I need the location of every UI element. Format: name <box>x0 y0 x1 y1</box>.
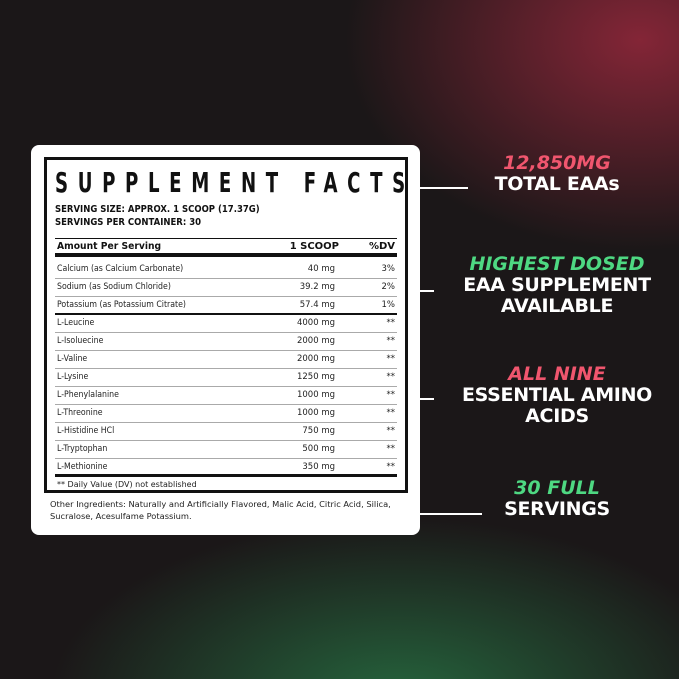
nutrient-name: L-Lysine <box>57 372 89 382</box>
callout-text: EAA SUPPLEMENT <box>463 274 651 296</box>
connector-line <box>420 513 482 515</box>
header-amount: Amount Per Serving <box>57 241 162 252</box>
nutrient-dv: ** <box>386 444 396 454</box>
callout: 12,850MG TOTAL EAAs <box>437 153 677 195</box>
callout-text: SERVINGS <box>504 498 610 520</box>
nutrient-row: L-Tryptophan 500 mg ** <box>55 441 397 459</box>
nutrient-row: L-Valine 2000 mg ** <box>55 351 397 369</box>
nutrient-name: L-Histidine HCl <box>57 426 115 436</box>
nutrient-row: L-Isoluecine 2000 mg ** <box>55 333 397 351</box>
nutrient-dv: ** <box>386 318 396 328</box>
nutrient-dv: ** <box>386 390 396 400</box>
callout-highlight: ALL NINE <box>508 363 606 385</box>
nutrient-amount: 1000 mg <box>296 390 335 400</box>
nutrient-dv: 3% <box>381 264 396 274</box>
callout-text: AVAILABLE <box>500 295 614 317</box>
connector-line <box>420 290 434 292</box>
nutrient-dv: ** <box>386 426 396 436</box>
nutrient-name: L-Tryptophan <box>57 444 108 454</box>
nutrient-name: Calcium (as Calcium Carbonate) <box>57 264 184 274</box>
facts-title: SUPPLEMENT FACTS <box>55 166 415 199</box>
nutrient-row: L-Leucine 4000 mg ** <box>55 315 397 333</box>
servings-per-container: SERVINGS PER CONTAINER: 30 <box>55 217 202 228</box>
nutrient-dv: ** <box>386 372 396 382</box>
nutrient-dv: ** <box>386 354 396 364</box>
nutrient-amount: 750 mg <box>302 426 335 436</box>
nutrient-dv: ** <box>386 408 396 418</box>
nutrient-dv: ** <box>386 462 396 472</box>
table-header: Amount Per Serving 1 SCOOP %DV <box>55 238 397 257</box>
nutrient-dv: 1% <box>381 300 396 310</box>
nutrient-name: Potassium (as Potassium Citrate) <box>57 300 186 310</box>
callout: 30 FULL SERVINGS <box>437 478 677 520</box>
nutrient-dv: 2% <box>381 282 396 292</box>
nutrient-row: L-Histidine HCl 750 mg ** <box>55 423 397 441</box>
nutrient-row: L-Phenylalanine 1000 mg ** <box>55 387 397 405</box>
connector-line <box>420 187 468 189</box>
nutrient-amount: 2000 mg <box>296 336 335 346</box>
nutrient-amount: 500 mg <box>302 444 335 454</box>
nutrient-dv: ** <box>386 336 396 346</box>
nutrient-amount: 1250 mg <box>296 372 335 382</box>
callout-highlight: 30 FULL <box>514 477 600 499</box>
facts-box: SUPPLEMENT FACTS SERVING SIZE: APPROX. 1… <box>44 157 408 493</box>
callout-text: ESSENTIAL AMINO <box>461 384 653 406</box>
nutrient-row: L-Threonine 1000 mg ** <box>55 405 397 423</box>
callout: HIGHEST DOSED EAA SUPPLEMENT AVAILABLE <box>437 254 677 317</box>
nutrient-amount: 350 mg <box>302 462 335 472</box>
callout-highlight: HIGHEST DOSED <box>469 253 645 275</box>
nutrient-amount: 1000 mg <box>296 408 335 418</box>
nutrient-amount: 39.2 mg <box>299 282 335 292</box>
nutrient-row: Sodium (as Sodium Chloride) 39.2 mg 2% <box>55 279 397 297</box>
header-scoop: 1 SCOOP <box>289 241 339 252</box>
callout-text: ACIDS <box>525 405 589 427</box>
nutrient-amount: 40 mg <box>307 264 335 274</box>
nutrient-name: Sodium (as Sodium Chloride) <box>57 282 171 292</box>
nutrient-amount: 57.4 mg <box>299 300 335 310</box>
connector-line <box>420 398 434 400</box>
serving-size: SERVING SIZE: APPROX. 1 SCOOP (17.37G) <box>55 204 260 215</box>
nutrient-name: L-Phenylalanine <box>57 390 119 400</box>
nutrient-row: Calcium (as Calcium Carbonate) 40 mg 3% <box>55 261 397 279</box>
supplement-facts-panel: SUPPLEMENT FACTS SERVING SIZE: APPROX. 1… <box>31 145 420 535</box>
nutrient-row: L-Methionine 350 mg ** <box>55 459 397 477</box>
nutrient-row: L-Lysine 1250 mg ** <box>55 369 397 387</box>
header-dv: %DV <box>368 241 395 252</box>
nutrient-amount: 4000 mg <box>296 318 335 328</box>
callout-text: TOTAL EAAs <box>494 173 620 195</box>
nutrient-amount: 2000 mg <box>296 354 335 364</box>
nutrient-name: L-Isoluecine <box>57 336 104 346</box>
nutrient-name: L-Methionine <box>57 462 108 472</box>
callout-highlight: 12,850MG <box>503 152 611 174</box>
nutrient-name: L-Leucine <box>57 318 95 328</box>
nutrient-row: Potassium (as Potassium Citrate) 57.4 mg 1… <box>55 297 397 315</box>
callout: ALL NINE ESSENTIAL AMINO ACIDS <box>437 364 677 427</box>
nutrient-name: L-Threonine <box>57 408 103 418</box>
footnote: ** Daily Value (DV) not established <box>57 480 197 489</box>
nutrient-name: L-Valine <box>57 354 88 364</box>
other-ingredients: Other Ingredients: Naturally and Artific… <box>50 499 391 521</box>
